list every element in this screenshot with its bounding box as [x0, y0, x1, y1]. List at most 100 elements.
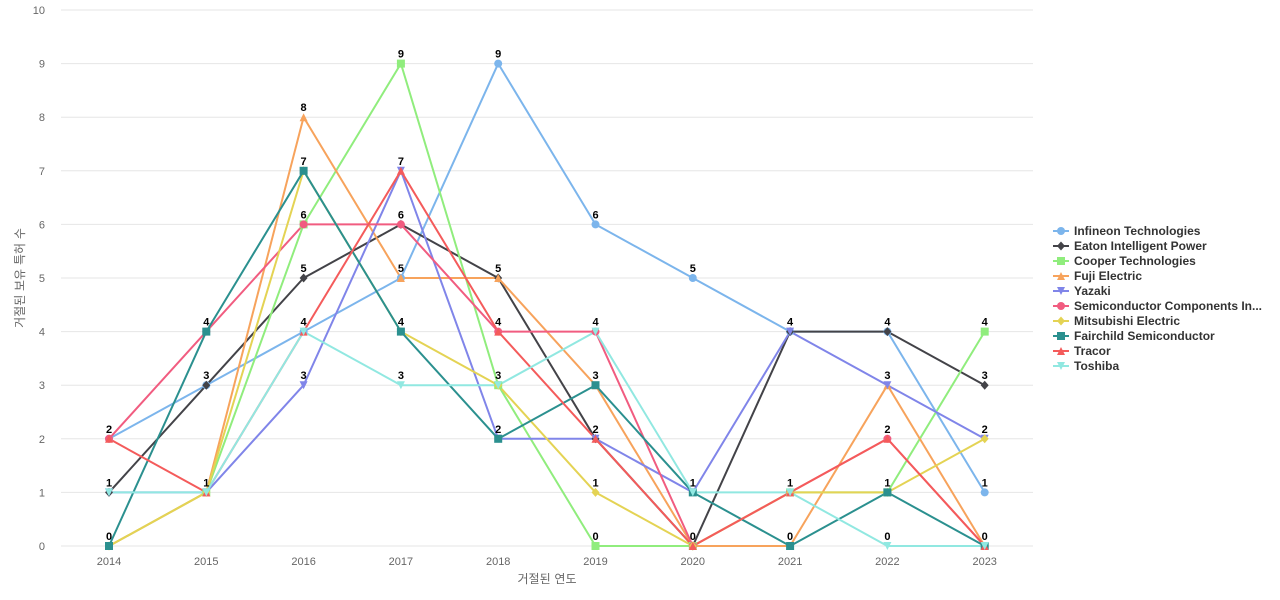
data-point	[883, 488, 892, 497]
data-label: 1	[592, 477, 598, 489]
x-tick-label: 2019	[583, 556, 607, 568]
x-tick-label: 2021	[778, 556, 802, 568]
legend-item[interactable]: Fuji Electric	[1053, 269, 1142, 283]
data-point	[883, 542, 892, 550]
data-label: 1	[884, 477, 890, 489]
data-label: 5	[398, 263, 404, 275]
legend-marker	[1057, 362, 1065, 370]
data-label: 8	[301, 102, 307, 114]
data-label: 7	[301, 156, 307, 168]
data-label: 0	[787, 531, 793, 543]
data-point	[980, 327, 989, 336]
data-label: 5	[690, 263, 696, 275]
data-label: 4	[495, 317, 502, 329]
data-point	[980, 434, 989, 444]
data-point	[202, 380, 211, 390]
data-point	[786, 327, 795, 336]
data-point	[396, 327, 405, 336]
y-tick-label: 2	[39, 434, 45, 446]
data-point	[299, 273, 308, 283]
data-point	[396, 220, 405, 229]
data-point	[591, 220, 600, 229]
data-point	[980, 380, 989, 390]
data-label: 2	[495, 424, 501, 436]
data-point	[105, 488, 113, 497]
data-point	[883, 327, 892, 337]
y-tick-label: 3	[39, 380, 45, 392]
data-label: 1	[787, 477, 793, 489]
data-label: 3	[592, 370, 598, 382]
data-label: 6	[398, 209, 404, 221]
x-axis-ticks: 2014 2015 2016 2017 2018 2019 2020 2021 2022 2023	[97, 556, 997, 568]
legend-item[interactable]: Fairchild Semiconductor	[1053, 329, 1215, 343]
data-point	[494, 327, 503, 336]
data-point	[299, 381, 308, 390]
data-point	[396, 381, 405, 390]
data-label: 1	[203, 477, 209, 489]
data-label: 5	[495, 263, 501, 275]
y-axis-title: 거절된 보유 특허 수	[13, 228, 27, 328]
data-point	[396, 166, 405, 175]
data-label: 2	[982, 424, 988, 436]
data-point	[883, 434, 892, 443]
data-label: 2	[106, 424, 112, 436]
legend-marker	[1057, 227, 1065, 235]
data-point	[299, 113, 308, 122]
x-tick-label: 2015	[194, 556, 218, 568]
series-lines	[108, 62, 986, 547]
data-label: 0	[884, 531, 890, 543]
legend-item[interactable]: Infineon Technologies	[1053, 224, 1201, 238]
data-label: 3	[495, 370, 501, 382]
legend-label: Mitsubishi Electric	[1074, 314, 1180, 328]
legend-label: Fairchild Semiconductor	[1074, 329, 1215, 343]
x-tick-label: 2023	[972, 556, 996, 568]
data-label: 1	[106, 477, 112, 489]
data-label: 3	[884, 370, 890, 382]
data-label: 0	[690, 531, 696, 543]
data-point	[105, 542, 113, 550]
data-label: 4	[398, 317, 405, 329]
data-point	[591, 542, 600, 550]
data-label: 9	[495, 49, 501, 61]
data-point	[494, 381, 503, 390]
data-label: 0	[982, 531, 988, 543]
legend-label: Toshiba	[1074, 359, 1119, 373]
legend-label: Yazaki	[1074, 284, 1111, 298]
data-point	[591, 434, 600, 443]
data-point	[105, 434, 113, 443]
legend-marker	[1057, 302, 1065, 310]
series-line	[108, 62, 986, 547]
data-label: 3	[398, 370, 404, 382]
y-tick-label: 8	[39, 112, 45, 124]
y-tick-label: 9	[39, 59, 45, 71]
legend-item[interactable]: Mitsubishi Electric	[1053, 314, 1180, 328]
x-tick-label: 2014	[97, 556, 121, 568]
legend-marker	[1057, 316, 1065, 326]
data-point	[494, 59, 503, 68]
y-tick-label: 10	[33, 5, 45, 17]
data-point	[494, 274, 503, 282]
data-label: 3	[982, 370, 988, 382]
data-label: 2	[884, 424, 890, 436]
legend-marker	[1057, 257, 1065, 265]
data-label: 4	[787, 317, 794, 329]
y-tick-label: 0	[39, 541, 45, 553]
data-label: 4	[592, 317, 599, 329]
data-point	[396, 274, 405, 282]
y-tick-label: 7	[39, 166, 45, 178]
legend-item[interactable]: Tracor	[1053, 344, 1111, 358]
data-point	[299, 327, 308, 336]
legend-item[interactable]: Cooper Technologies	[1053, 254, 1196, 268]
data-point	[202, 488, 211, 497]
legend-item[interactable]: Yazaki	[1053, 284, 1111, 298]
legend-item[interactable]: Eaton Intelligent Power	[1053, 239, 1207, 253]
legend-item[interactable]: Semiconductor Components In...	[1053, 299, 1262, 313]
y-tick-label: 5	[39, 273, 45, 285]
x-axis-title: 거절된 연도	[517, 572, 576, 586]
data-label: 3	[301, 370, 307, 382]
data-label: 1	[982, 477, 988, 489]
legend-item[interactable]: Toshiba	[1053, 359, 1119, 373]
data-point	[591, 327, 600, 336]
